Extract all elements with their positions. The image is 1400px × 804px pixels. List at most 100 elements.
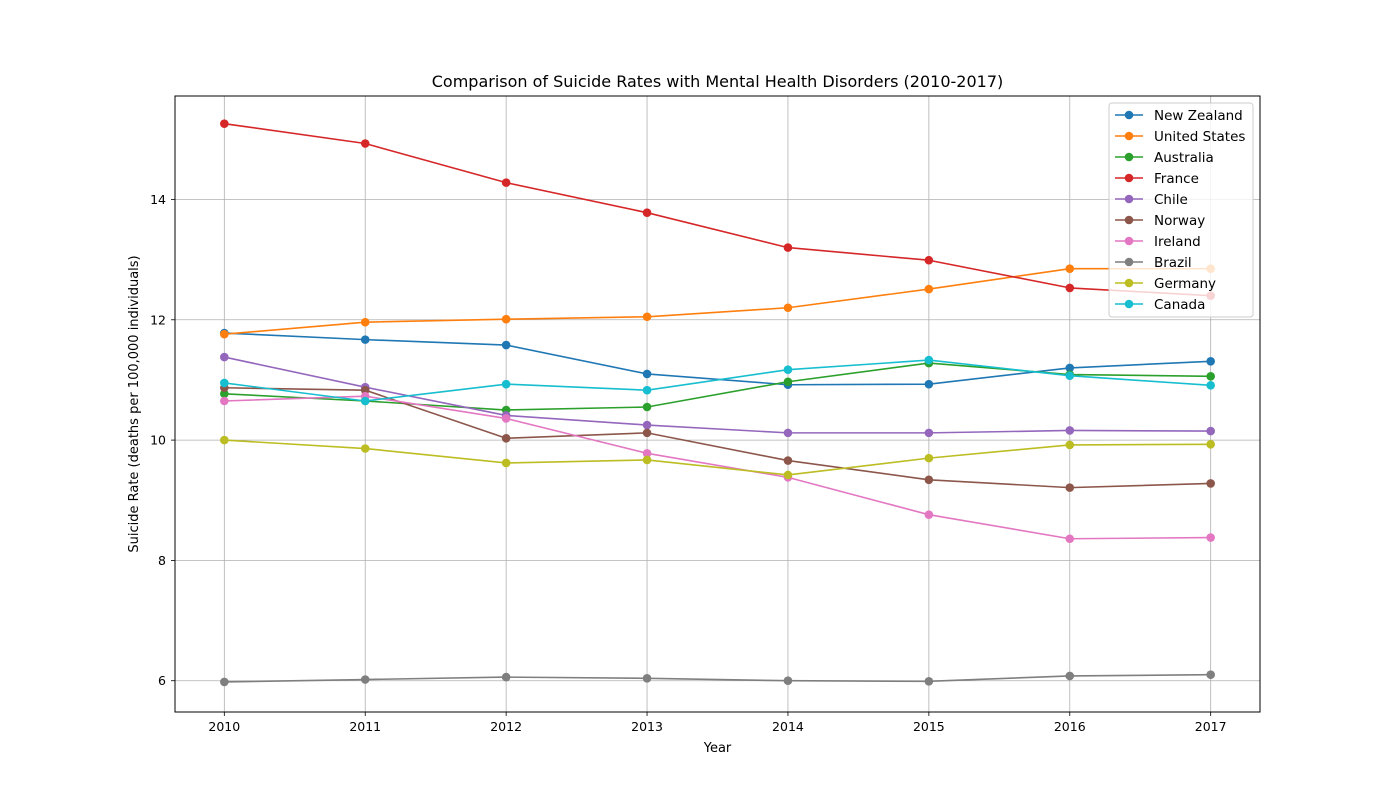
data-point-germany <box>924 453 934 463</box>
data-point-canada <box>360 396 370 406</box>
legend-marker <box>1124 299 1134 309</box>
data-point-germany <box>1065 440 1075 450</box>
series-canada <box>220 355 1215 406</box>
data-point-new-zealand <box>360 335 370 344</box>
legend-entry-germany: Germany <box>1115 276 1216 292</box>
data-point-ireland <box>1065 534 1075 544</box>
legend-label: United States <box>1154 129 1245 145</box>
legend-label: Brazil <box>1154 255 1192 271</box>
legend-entries: New Zealand United States Australia France C… <box>1115 108 1245 313</box>
plot-frame <box>174 95 1261 713</box>
chart-title: Comparison of Suicide Rates with Mental … <box>432 72 1004 91</box>
series-line-brazil <box>224 673 1211 683</box>
y-tick-label: 10 <box>150 433 166 448</box>
series-germany <box>220 435 1215 480</box>
y-tick-label: 8 <box>158 553 166 568</box>
legend-marker <box>1124 257 1134 267</box>
y-tick-label: 6 <box>158 673 166 688</box>
legend-label: Australia <box>1154 150 1214 166</box>
data-point-canada <box>501 379 511 389</box>
y-axis-ticks: 6 8 10 12 14 <box>150 192 175 688</box>
data-point-norway <box>783 456 793 465</box>
legend-marker <box>1124 173 1134 183</box>
data-point-norway <box>924 475 934 485</box>
legend-entry-ireland: Ireland <box>1115 234 1201 250</box>
data-point-france <box>501 178 511 187</box>
data-point-brazil <box>220 677 229 687</box>
x-tick-label: 2012 <box>490 719 522 734</box>
x-tick-label: 2010 <box>208 719 240 734</box>
data-point-brazil <box>501 672 511 682</box>
data-point-ireland <box>642 449 652 458</box>
data-point-ireland <box>501 414 511 423</box>
legend-marker <box>1124 110 1134 120</box>
legend-marker <box>1124 194 1134 204</box>
data-point-brazil <box>1206 670 1215 679</box>
data-point-new-zealand <box>501 340 511 350</box>
data-point-chile <box>1206 426 1215 436</box>
data-point-france <box>924 255 934 265</box>
data-point-germany <box>1206 440 1215 449</box>
series-chile <box>220 352 1215 438</box>
data-point-canada <box>220 378 229 388</box>
legend-marker <box>1124 131 1134 141</box>
data-point-france <box>642 208 652 217</box>
legend-label: Germany <box>1154 276 1216 292</box>
series-line-france <box>224 122 1211 297</box>
data-point-australia <box>1206 372 1215 381</box>
data-point-united-states <box>220 329 229 339</box>
data-point-united-states <box>1065 264 1075 273</box>
legend-entry-france: France <box>1115 171 1199 187</box>
series-line-germany <box>224 439 1211 476</box>
data-point-brazil <box>783 676 793 686</box>
series-line-ireland <box>224 395 1211 540</box>
data-point-germany <box>360 444 370 453</box>
x-tick-label: 2015 <box>913 719 945 734</box>
y-axis-label: Suicide Rate (deaths per 100,000 individ… <box>127 255 142 552</box>
data-point-ireland <box>924 510 934 519</box>
y-tick-label: 14 <box>150 192 166 207</box>
series-ireland <box>220 391 1215 544</box>
data-point-ireland <box>1206 533 1215 542</box>
data-point-chile <box>783 428 793 438</box>
legend-label: New Zealand <box>1154 108 1243 124</box>
data-point-france <box>360 139 370 148</box>
legend-marker <box>1124 152 1134 162</box>
legend-marker <box>1124 215 1134 225</box>
data-point-united-states <box>501 314 511 324</box>
data-point-norway <box>1065 483 1075 492</box>
y-tick-label: 12 <box>150 312 166 327</box>
data-point-canada <box>642 385 652 395</box>
data-point-chile <box>220 352 229 362</box>
data-point-norway <box>1206 479 1215 488</box>
data-point-united-states <box>642 312 652 322</box>
legend-entry-chile: Chile <box>1115 192 1188 208</box>
data-point-new-zealand <box>1065 363 1075 373</box>
x-tick-label: 2017 <box>1195 719 1227 734</box>
legend-label: Norway <box>1154 213 1205 229</box>
data-point-united-states <box>360 317 370 327</box>
data-point-canada <box>783 365 793 375</box>
data-point-norway <box>642 428 652 438</box>
legend-entry-norway: Norway <box>1115 213 1205 229</box>
legend-label: France <box>1154 171 1199 187</box>
data-point-brazil <box>642 674 652 683</box>
legend-label: Canada <box>1154 297 1205 313</box>
legend-entry-united-states: United States <box>1115 129 1245 145</box>
data-point-germany <box>220 435 229 445</box>
series-lines <box>220 119 1215 687</box>
data-point-canada <box>1065 371 1075 381</box>
data-point-canada <box>1206 381 1215 390</box>
data-point-france <box>220 119 229 128</box>
legend-label: Ireland <box>1154 234 1201 250</box>
legend-entry-new-zealand: New Zealand <box>1115 108 1243 124</box>
legend-entry-canada: Canada <box>1115 297 1205 313</box>
data-point-united-states <box>924 284 934 294</box>
data-point-australia <box>220 389 229 399</box>
legend-entry-australia: Australia <box>1115 150 1214 166</box>
legend-entry-brazil: Brazil <box>1115 255 1192 271</box>
legend-marker <box>1124 236 1134 246</box>
data-point-france <box>783 243 793 252</box>
